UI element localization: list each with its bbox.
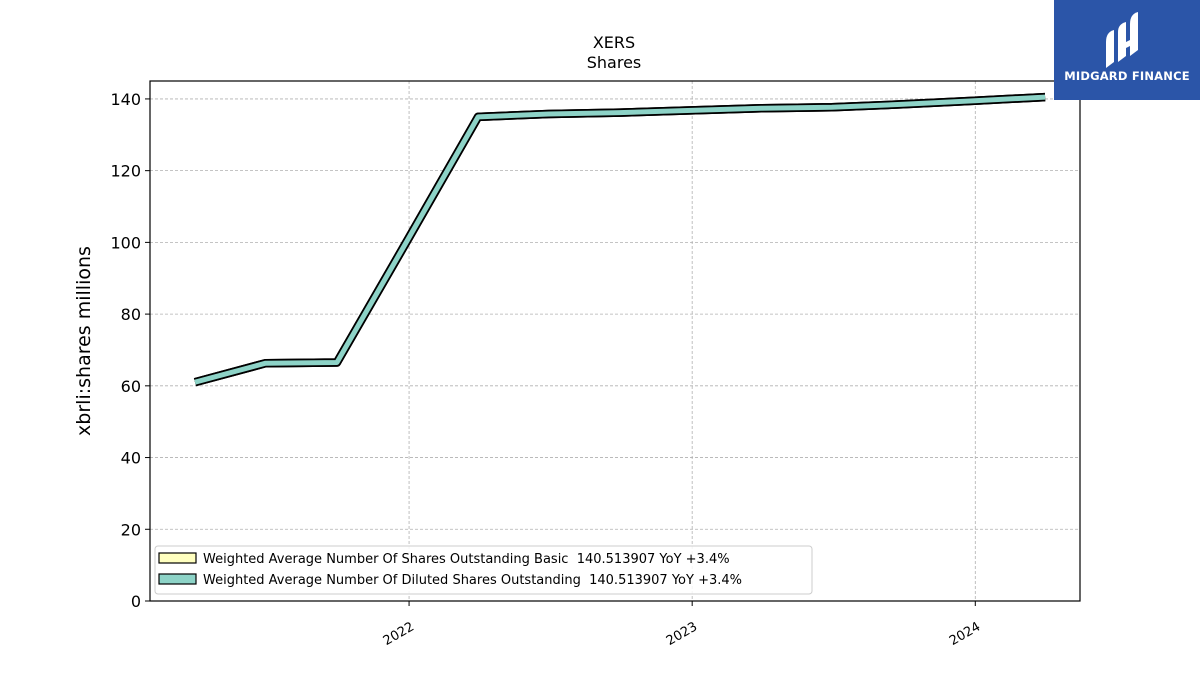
legend-swatch-diluted xyxy=(158,573,197,585)
y-tick-label: 40 xyxy=(121,449,141,468)
y-tick-label: 140 xyxy=(110,90,141,109)
series-layer xyxy=(193,92,1046,387)
y-tick-label: 80 xyxy=(121,305,141,324)
y-tick-label: 20 xyxy=(121,520,141,539)
legend-swatch-basic xyxy=(158,552,197,564)
series-line-0 xyxy=(194,94,1046,385)
legend-box xyxy=(154,545,813,595)
y-axis: 0 20 40 60 80 100 120 140 xyxy=(110,90,150,611)
brand-logo: MIDGARD FINANCE xyxy=(1054,0,1200,100)
x-tick-label: 2024 xyxy=(947,619,983,649)
legend-label-basic: Weighted Average Number Of Shares Outsta… xyxy=(203,552,730,567)
x-tick-label: 2023 xyxy=(664,619,700,649)
series-line-1 xyxy=(194,94,1046,385)
logo-text: MIDGARD FINANCE xyxy=(1064,69,1190,83)
plot-frame xyxy=(149,80,1081,602)
chart-title: XERS xyxy=(593,33,635,52)
midgard-logo-icon xyxy=(1106,12,1138,68)
legend: Weighted Average Number Of Shares Outsta… xyxy=(154,545,813,595)
y-tick-label: 0 xyxy=(131,592,141,611)
x-tick-label: 2022 xyxy=(381,619,417,649)
y-tick-label: 60 xyxy=(121,377,141,396)
y-tick-label: 120 xyxy=(110,162,141,181)
series-outline-1 xyxy=(193,92,1046,387)
x-axis: 2022 2023 2024 xyxy=(381,601,983,649)
y-axis-label: xbrli:shares millions xyxy=(73,246,95,436)
grid xyxy=(150,81,1080,602)
series-outline-0 xyxy=(193,92,1046,387)
y-tick-label: 100 xyxy=(110,233,141,252)
legend-label-diluted: Weighted Average Number Of Diluted Share… xyxy=(203,573,742,588)
chart-subtitle: Shares xyxy=(587,53,642,72)
